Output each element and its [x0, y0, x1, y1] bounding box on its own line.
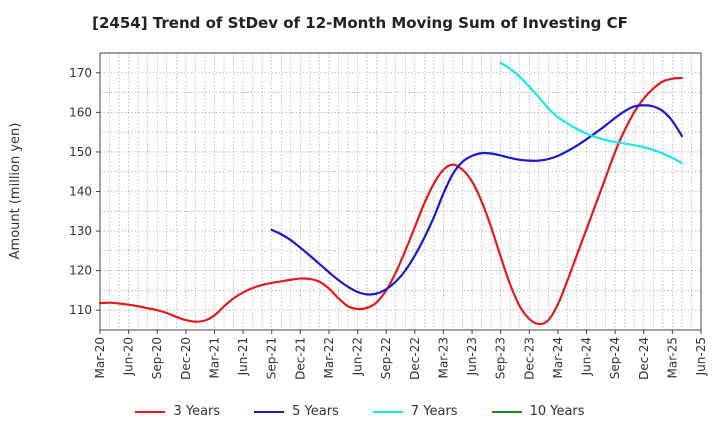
x-tick-label: Jun-22 — [351, 337, 365, 376]
x-tick-label: Sep-24 — [608, 337, 622, 379]
legend-label: 3 Years — [173, 404, 221, 419]
x-tick-label: Mar-20 — [93, 337, 107, 378]
x-tick-label: Sep-20 — [150, 337, 164, 379]
x-tick-label: Jun-25 — [694, 337, 708, 376]
y-tick-label: 110 — [69, 303, 92, 317]
series-line-3-years — [98, 76, 684, 326]
x-tick-label: Jun-20 — [122, 337, 136, 376]
x-tick-label: Mar-24 — [551, 337, 565, 378]
x-tick-label: Mar-25 — [665, 337, 679, 378]
y-tick-label: 150 — [69, 145, 92, 159]
x-tick-label: Dec-23 — [522, 337, 536, 380]
legend-label: 5 Years — [292, 404, 339, 419]
x-tick-label: Jun-23 — [465, 337, 479, 376]
legend-item: 3 Years — [135, 404, 220, 419]
y-axis-label: Amount (million yen) — [8, 123, 23, 260]
x-tick-label: Jun-24 — [580, 337, 594, 376]
legend-swatch — [254, 410, 285, 413]
x-tick-label: Sep-22 — [379, 337, 393, 379]
series-line-5-years — [270, 104, 684, 296]
x-tick-label: Sep-21 — [265, 337, 279, 379]
legend: 3 Years 5 Years 7 Years 10 Years — [0, 404, 720, 419]
series-lines — [98, 61, 684, 326]
x-tick-label: Dec-24 — [637, 337, 651, 380]
x-tick-label: Mar-22 — [322, 337, 336, 378]
legend-item: 5 Years — [254, 404, 339, 419]
x-tick-label: Mar-23 — [436, 337, 450, 378]
legend-item: 7 Years — [372, 404, 458, 419]
legend-item: 10 Years — [491, 404, 585, 419]
y-tick-label: 160 — [69, 105, 92, 119]
legend-label: 10 Years — [529, 404, 585, 419]
grid-lines — [100, 53, 701, 330]
y-tick-label: 120 — [69, 264, 92, 278]
x-tick-label: Dec-22 — [408, 337, 422, 380]
x-tick-label: Dec-21 — [293, 337, 307, 380]
x-tick-label: Jun-21 — [236, 337, 250, 376]
y-tick-label: 140 — [69, 185, 92, 199]
y-tick-label: 170 — [69, 66, 92, 80]
chart-title: [2454] Trend of StDev of 12-Month Moving… — [92, 14, 628, 32]
legend-swatch — [491, 410, 522, 413]
legend-swatch — [372, 410, 403, 413]
x-tick-label: Sep-23 — [494, 337, 508, 379]
y-tick-label: 130 — [69, 224, 92, 238]
axes: 110 120 130 140 150 160 170 Mar-20 Jun-20 Sep-20 D… — [69, 66, 708, 380]
x-tick-label: Mar-21 — [207, 337, 221, 378]
legend-label: 7 Years — [410, 404, 458, 419]
legend-swatch — [135, 410, 166, 413]
x-tick-label: Dec-20 — [179, 337, 193, 380]
plot-area — [99, 52, 702, 331]
series-line-7-years — [499, 61, 684, 165]
